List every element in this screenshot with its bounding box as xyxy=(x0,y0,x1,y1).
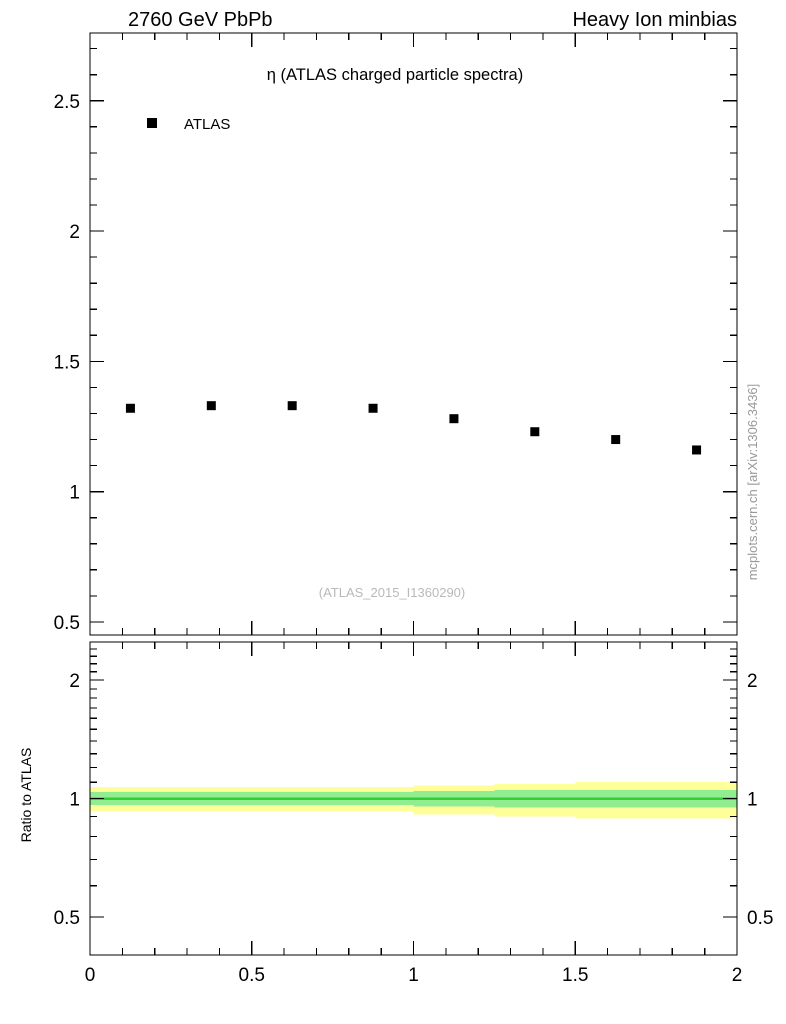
data-points-layer xyxy=(125,401,702,455)
data-point-marker xyxy=(287,401,297,411)
axes-layer xyxy=(89,32,738,956)
main-y-tick-label: 0.5 xyxy=(54,613,80,634)
analysis-watermark: (ATLAS_2015_I1360290) xyxy=(319,585,465,600)
x-tick-label: 1 xyxy=(408,965,419,986)
mcplots-side-note: mcplots.cern.ch [arXiv:1306.3436] xyxy=(745,384,760,581)
data-point-marker xyxy=(611,435,621,445)
data-point-marker xyxy=(125,403,135,413)
main-y-tick-label: 1 xyxy=(69,483,80,504)
main-y-tick-label: 2 xyxy=(69,222,80,243)
x-tick-label: 0.5 xyxy=(239,965,265,986)
data-point-marker xyxy=(206,401,216,411)
header-left-label: 2760 GeV PbPb xyxy=(128,9,273,31)
header-right-label: Heavy Ion minbias xyxy=(572,9,737,31)
x-tick-label: 1.5 xyxy=(562,965,588,986)
ratio-y-tick-label-left: 0.5 xyxy=(54,908,80,929)
ratio-y-tick-label-left: 2 xyxy=(69,671,80,692)
tick-labels-layer: 0.5 1 1.5 2 2.5 0.5 0.5 1 1 2 2 0 0.5 1 1.5 2 xyxy=(54,92,774,986)
legend-marker-atlas xyxy=(147,118,157,128)
ratio-y-tick-label-right: 2 xyxy=(747,671,758,692)
main-y-tick-label: 1.5 xyxy=(54,352,80,373)
ratio-bands-layer xyxy=(90,782,737,819)
x-tick-label: 0 xyxy=(85,965,96,986)
legend-label-atlas: ATLAS xyxy=(184,116,230,133)
ratio-y-axis-label: Ratio to ATLAS xyxy=(18,748,34,843)
data-point-marker xyxy=(368,403,378,413)
main-y-tick-label: 2.5 xyxy=(54,92,80,113)
ratio-y-tick-label-left: 1 xyxy=(69,790,80,811)
data-point-marker xyxy=(449,414,459,424)
data-point-marker xyxy=(530,427,540,437)
x-tick-label: 2 xyxy=(732,965,743,986)
ratio-y-tick-label-right: 1 xyxy=(747,790,758,811)
ratio-y-tick-label-right: 0.5 xyxy=(747,908,773,929)
data-point-marker xyxy=(692,445,702,455)
main-plot-title: η (ATLAS charged particle spectra) xyxy=(267,66,523,84)
